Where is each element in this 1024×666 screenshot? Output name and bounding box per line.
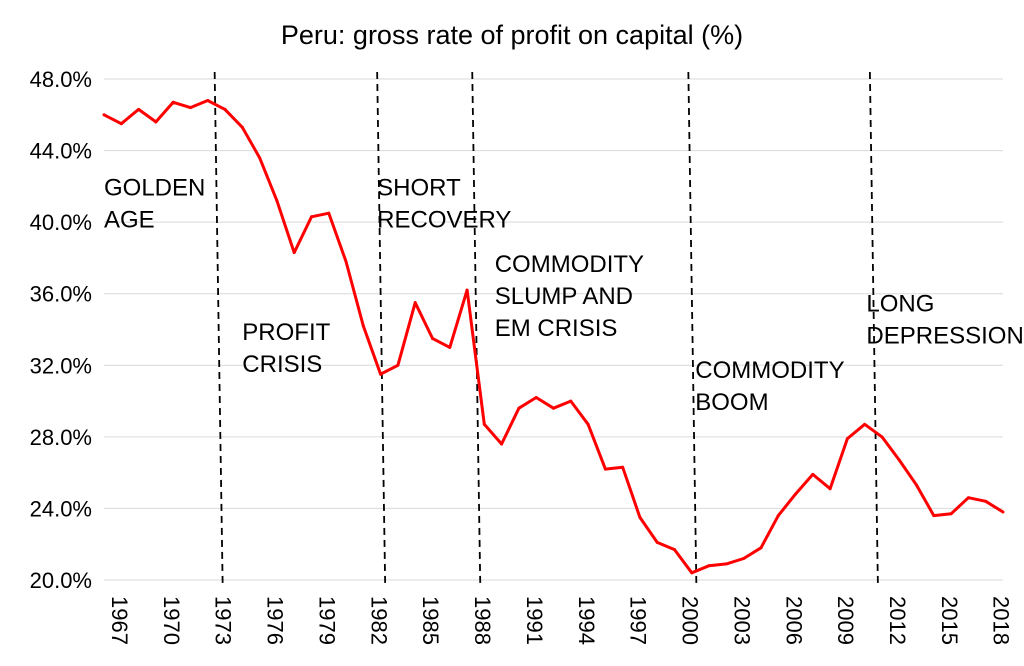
data-point [707, 564, 711, 568]
data-point [188, 106, 192, 110]
period-annotation: SHORT RECOVERY [377, 174, 511, 233]
x-tick-label: 2018 [989, 596, 1014, 645]
data-point [776, 514, 780, 518]
period-annotation: COMMODITY SLUMP AND EM CRISIS [495, 251, 644, 342]
data-point [413, 301, 417, 305]
data-point [119, 122, 123, 126]
y-tick-label: 48.0% [30, 67, 92, 92]
data-point [206, 98, 210, 102]
x-tick-label: 1997 [626, 596, 651, 645]
y-tick-label: 28.0% [30, 425, 92, 450]
data-point [465, 288, 469, 292]
y-tick-label: 32.0% [30, 353, 92, 378]
period-divider [687, 71, 698, 585]
y-tick-label: 44.0% [30, 139, 92, 164]
chart-title: Peru: gross rate of profit on capital (%… [281, 20, 743, 50]
x-tick-label: 1985 [418, 596, 443, 645]
data-point [673, 548, 677, 552]
data-point [500, 442, 504, 446]
data-point [448, 345, 452, 349]
period-divider [471, 71, 482, 585]
data-point [724, 562, 728, 566]
data-point [984, 499, 988, 503]
x-tick-label: 1976 [263, 596, 288, 645]
data-point [742, 557, 746, 561]
data-point [966, 496, 970, 500]
data-point [275, 199, 279, 203]
x-tick-label: 1967 [107, 596, 132, 645]
period-divider [868, 71, 879, 585]
data-point [880, 435, 884, 439]
data-point [932, 514, 936, 518]
data-point [240, 125, 244, 129]
data-point [638, 515, 642, 519]
y-tick-label: 36.0% [30, 282, 92, 307]
data-point [949, 512, 953, 516]
data-point [759, 546, 763, 550]
x-tick-label: 1991 [522, 596, 547, 645]
data-point [102, 113, 106, 117]
data-point [1001, 510, 1005, 514]
x-tick-label: 2003 [729, 596, 754, 645]
x-tick-label: 1970 [159, 596, 184, 645]
x-tick-label: 2000 [678, 596, 703, 645]
period-annotations: GOLDEN AGE PROFIT CRISIS SHORT RECOVERY COMMOD… [104, 174, 1024, 416]
period-annotation: COMMODITY BOOM [695, 357, 844, 416]
data-point [863, 422, 867, 426]
x-tick-label: 1994 [574, 596, 599, 645]
data-point [621, 465, 625, 469]
y-tick-label: 40.0% [30, 210, 92, 235]
data-point [897, 458, 901, 462]
period-divider [376, 71, 387, 585]
data-point [361, 324, 365, 328]
data-point [482, 422, 486, 426]
data-point [811, 472, 815, 476]
data-point [828, 487, 832, 491]
x-tick-label: 1973 [211, 596, 236, 645]
data-point [171, 100, 175, 104]
x-tick-label: 2009 [833, 596, 858, 645]
data-point [396, 363, 400, 367]
period-divider [213, 71, 224, 585]
period-dividers [213, 71, 879, 585]
data-point [430, 336, 434, 340]
data-point [534, 395, 538, 399]
y-axis-tick-labels: 20.0% 24.0% 28.0% 32.0% 36.0% 40.0% 44.0% 48.0% [30, 67, 92, 593]
data-point [845, 437, 849, 441]
data-point [344, 260, 348, 264]
x-tick-label: 1988 [470, 596, 495, 645]
data-point [258, 156, 262, 160]
data-point [154, 120, 158, 124]
data-point [327, 211, 331, 215]
data-point [690, 571, 694, 575]
x-tick-label: 2006 [781, 596, 806, 645]
data-point [552, 406, 555, 410]
x-tick-label: 2015 [937, 596, 962, 645]
x-tick-label: 1979 [314, 596, 339, 645]
data-point [379, 372, 383, 376]
data-point [915, 483, 919, 487]
x-tick-label: 2012 [885, 596, 910, 645]
data-point [655, 540, 659, 544]
data-point [223, 107, 227, 111]
data-point [603, 467, 607, 471]
x-tick-label: 1982 [366, 596, 391, 645]
y-tick-label: 24.0% [30, 496, 92, 521]
data-point [794, 492, 798, 496]
period-annotation: PROFIT CRISIS [242, 319, 330, 378]
data-point [309, 215, 313, 219]
period-annotation: LONG DEPRESSION [866, 291, 1023, 350]
data-point [569, 399, 573, 403]
x-axis-tick-labels: 1967 1970 1973 1976 1979 1982 1985 1988 1991 1994… [107, 596, 1014, 645]
data-point [586, 422, 590, 426]
data-point [137, 107, 141, 111]
period-annotation: GOLDEN AGE [104, 174, 205, 233]
data-point [517, 406, 521, 410]
series-layer [102, 98, 1005, 575]
data-point [292, 251, 296, 255]
y-tick-label: 20.0% [30, 568, 92, 593]
